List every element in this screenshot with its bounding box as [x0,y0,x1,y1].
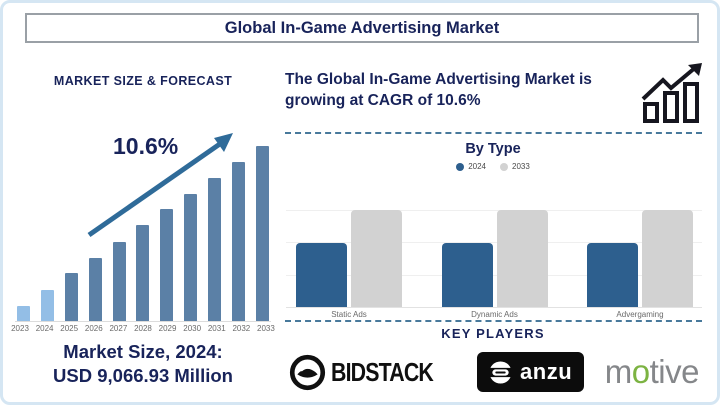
forecast-year-label: 2029 [158,324,177,333]
page-title-box: Global In-Game Advertising Market [25,13,699,43]
forecast-year-label: 2031 [207,324,226,333]
gridline [286,275,702,276]
forecast-year-label: 2027 [109,324,128,333]
forecast-year-label: 2033 [257,324,275,333]
by-type-bar-2033 [351,210,402,307]
forecast-bar-2033 [255,146,269,321]
forecast-year-label: 2025 [60,324,79,333]
by-type-bar-2024 [296,243,347,307]
by-type-bar-2024 [587,243,638,307]
anzu-logo: anzu [476,352,584,392]
gridline [286,242,702,243]
by-type-category-label: Dynamic Ads [471,310,518,319]
motive-label-pre: m [604,353,633,390]
market-size-caption-line2: USD 9,066.93 Million [53,365,233,386]
legend-label: 2033 [512,162,530,171]
forecast-year-label: 2026 [84,324,103,333]
cagr-headline: The Global In-Game Advertising Market is… [285,71,592,109]
forecast-year-label: 2032 [232,324,251,333]
forecast-axis-line [15,321,271,322]
forecast-bar-2029 [160,209,174,321]
key-players-heading: KEY PLAYERS [441,326,545,341]
forecast-bar-2027 [112,242,126,321]
forecast-bar-2030 [184,194,198,321]
by-type-title: By Type [465,141,521,157]
by-type-bar-2033 [642,210,693,307]
by-type-group [296,210,402,307]
bidstack-label: BIDSTACK [331,356,434,387]
forecast-chart-title: MARKET SIZE & FORECAST [53,74,233,88]
key-players-logos: BIDSTACK anzu motive [285,344,703,400]
anzu-label: anzu [520,359,573,384]
by-type-category-labels: Static Ads Dynamic Ads Advergaming [288,310,701,319]
gridline [286,210,702,211]
by-type-bar-2033 [496,210,548,307]
by-type-legend: 2024 2033 [283,162,703,171]
legend-label: 2024 [468,162,486,171]
legend-dot [456,162,465,171]
forecast-bars [17,146,269,321]
forecast-year-label: 2023 [11,324,29,333]
forecast-bar-2023 [17,306,30,321]
motive-label-accent: o [631,353,650,390]
by-type-category-label: Advergaming [616,310,664,319]
legend-dot [500,162,508,171]
by-type-bar-2024 [441,243,493,307]
growth-chart-icon [641,63,702,123]
by-type-axis-line [286,307,702,308]
market-size-caption: Market Size, 2024: USD 9,066.93 Million [9,340,277,388]
forecast-bar-2031 [208,178,222,321]
forecast-bar-2032 [232,162,246,321]
page-title: Global In-Game Advertising Market [224,18,500,37]
separator-dashed-bottom [285,320,702,322]
by-type-group [441,210,548,307]
forecast-bar-2025 [64,273,78,321]
by-type-category-label: Static Ads [331,310,367,319]
forecast-year-label: 2028 [134,324,152,333]
legend-item-2033: 2033 [500,162,530,171]
cagr-annotation: 10.6% [113,133,179,159]
separator-dashed-top [285,132,702,134]
forecast-bar-2028 [136,225,150,321]
forecast-year-label: 2024 [35,324,54,333]
forecast-bar-2024 [40,290,54,321]
by-type-bars [288,210,701,307]
legend-item-2024: 2024 [456,162,486,171]
market-size-caption-line1: Market Size, 2024: [63,341,223,362]
trend-arrow-icon [87,133,233,238]
forecast-bar-2026 [88,258,102,321]
by-type-group [587,210,693,307]
forecast-year-label: 2030 [183,324,202,333]
motive-label-post: tive [649,353,700,390]
bidstack-eye-icon [289,354,326,390]
motive-logo: motive [604,353,700,391]
forecast-year-labels: 2023 2024 2025 2026 2027 2028 2029 2030 2031 2032… [8,324,278,333]
bidstack-logo: BIDSTACK [289,354,455,391]
anzu-icon [488,360,514,384]
